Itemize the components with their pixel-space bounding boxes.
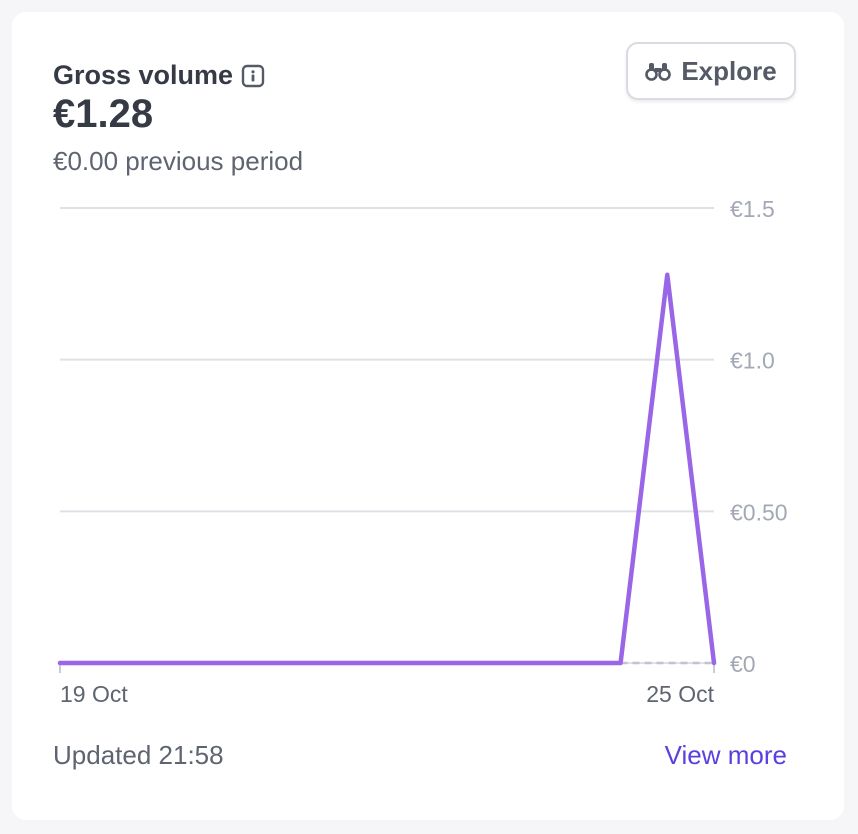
explore-button[interactable]: Explore <box>626 42 796 100</box>
binoculars-icon <box>645 60 672 82</box>
updated-timestamp: Updated 21:58 <box>53 740 224 770</box>
gross-volume-chart: €0 €0.50 €1.0 €1.5 19 Oct 25 Oct <box>57 196 788 707</box>
gross-volume-card: Gross volume €1.28 €0.00 previous period… <box>12 12 844 820</box>
y-tick-label: €0.50 <box>730 499 788 525</box>
info-icon[interactable] <box>241 64 265 88</box>
card-title: Gross volume <box>53 60 234 90</box>
y-tick-label: €0 <box>730 651 756 677</box>
y-tick-label: €1.5 <box>730 196 775 222</box>
x-tick-label-end: 25 Oct <box>646 681 714 707</box>
current-amount: €1.28 <box>53 92 154 136</box>
x-tick-label-start: 19 Oct <box>60 681 128 707</box>
current-period-line <box>57 272 717 666</box>
explore-button-label: Explore <box>681 55 777 86</box>
card-header: Gross volume <box>53 60 265 91</box>
y-tick-label: €1.0 <box>730 348 775 374</box>
previous-period-amount: €0.00 previous period <box>53 146 304 176</box>
view-more-link[interactable]: View more <box>664 740 787 770</box>
